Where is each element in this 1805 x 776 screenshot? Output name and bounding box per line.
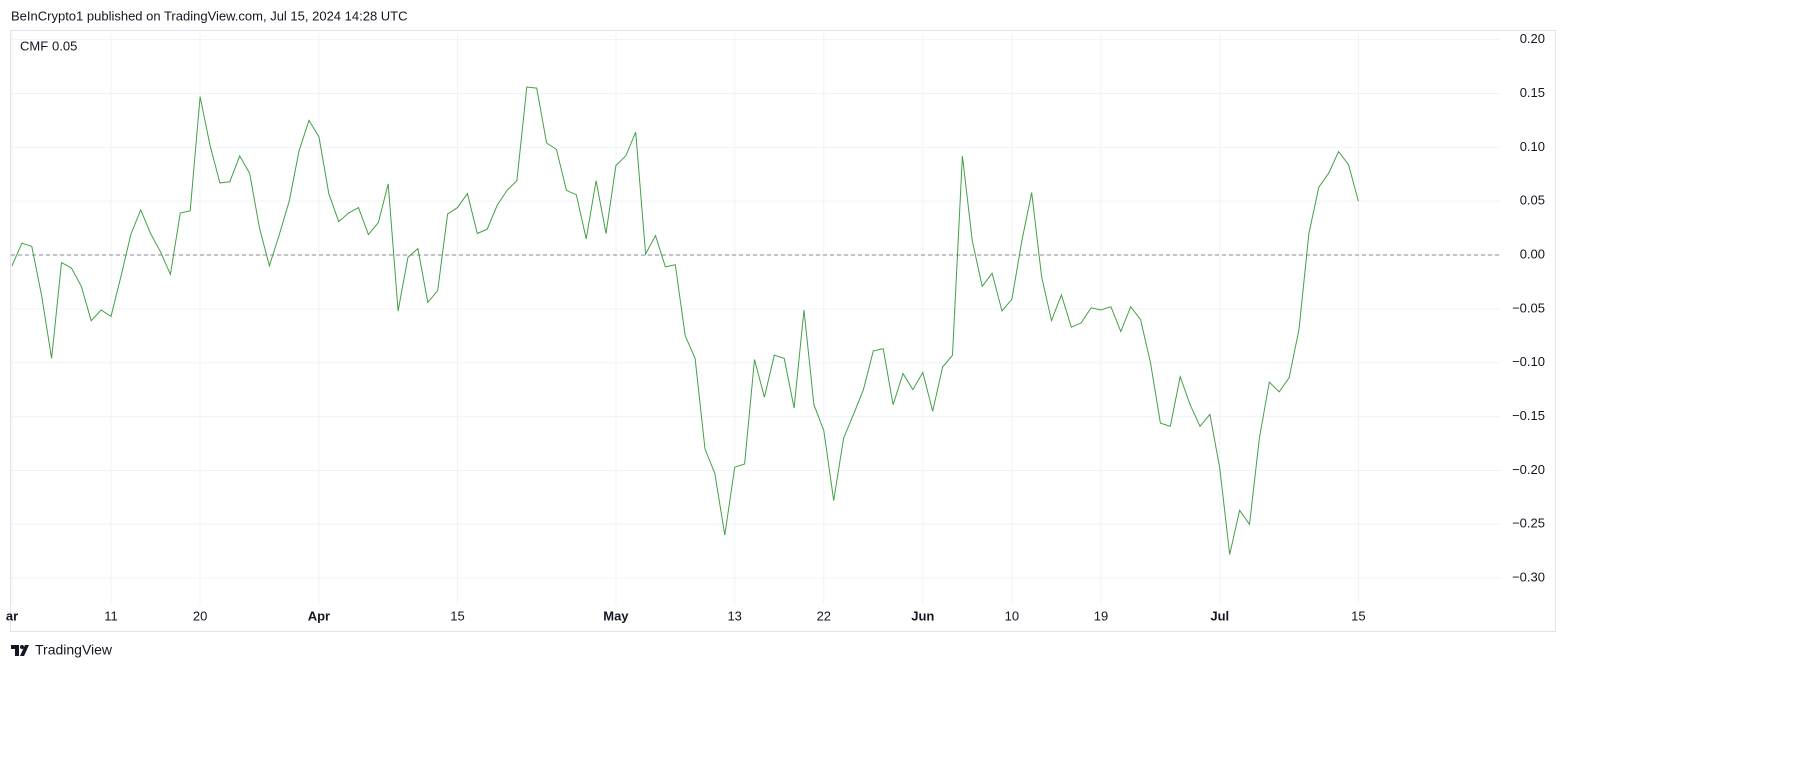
x-tick-label: 15 [1351,608,1365,623]
y-tick-label: 0.20 [1520,31,1545,46]
tv-logo [11,645,29,656]
y-tick-label: −0.10 [1512,354,1545,369]
y-tick-label: −0.20 [1512,462,1545,477]
pane-border [10,30,1556,632]
y-tick-label: 0.00 [1520,246,1545,261]
x-tick-label: Jul [1210,608,1229,623]
x-tick-label: 13 [727,608,741,623]
y-tick-label: 0.10 [1520,139,1545,154]
y-tick-label: −0.25 [1512,516,1545,531]
x-tick-label: Jun [911,608,934,623]
x-tick-label: 10 [1005,608,1019,623]
footer-brand: TradingView [35,642,113,658]
y-tick-label: −0.05 [1512,300,1545,315]
x-tick-label: 20 [193,608,207,623]
x-tick-label: May [603,608,629,623]
legend-name: CMF [20,38,48,53]
y-tick-label: −0.15 [1512,408,1545,423]
y-tick-label: 0.15 [1520,85,1545,100]
y-tick-label: −0.30 [1512,570,1545,585]
x-tick-label: 15 [450,608,464,623]
cmf-line [11,86,1359,555]
x-tick-label: Apr [308,608,330,623]
publish-note: BeInCrypto1 published on TradingView.com… [11,8,408,23]
x-tick-label: 19 [1094,608,1108,623]
x-tick-label: ar [6,608,18,623]
y-tick-label: 0.05 [1520,193,1545,208]
x-tick-label: 11 [104,608,118,623]
x-tick-label: 22 [817,608,831,623]
legend-value: 0.05 [52,38,77,53]
